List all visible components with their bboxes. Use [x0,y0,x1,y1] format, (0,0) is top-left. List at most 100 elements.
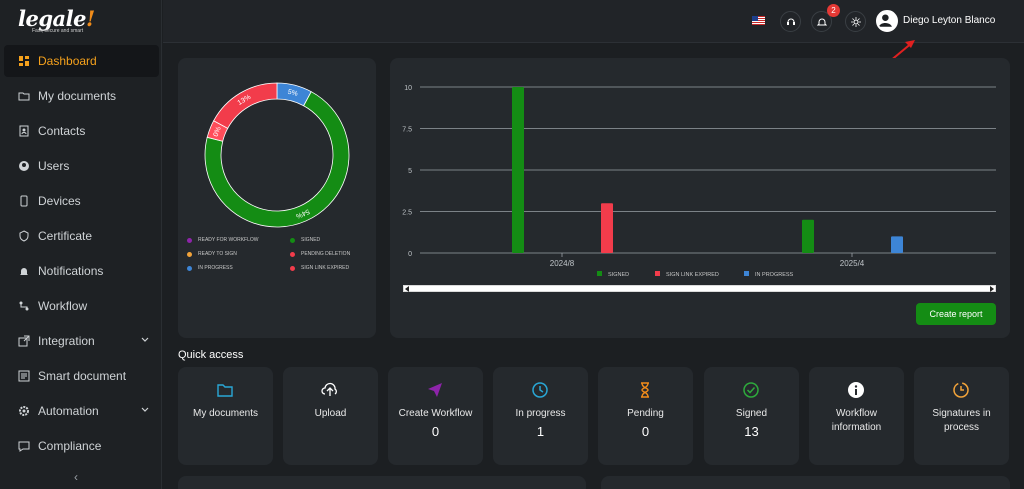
bar[interactable] [802,219,814,253]
y-tick-label: 0 [408,251,412,258]
legend-label: PENDING DELETION [301,251,351,257]
notifications-button[interactable] [811,11,832,32]
sidebar-item-label: Contacts [38,124,86,138]
folder-icon [217,384,233,397]
legend-item[interactable]: IN PROGRESS [187,265,233,271]
x-tick-label: 2025/4 [840,259,865,268]
legend-dot [290,265,295,271]
logo[interactable]: legale! Fast, secure and smart [18,6,95,34]
workflow-icon [18,300,30,312]
link-icon [18,335,30,347]
sidebar-item-label: Dashboard [38,54,97,68]
sidebar-item-notifications[interactable]: Notifications [4,255,159,287]
quick-access-label: Signatures in process [932,408,991,433]
sidebar-item-users[interactable]: Users [4,150,159,182]
user-avatar-icon [878,14,892,27]
bar[interactable] [512,87,524,253]
sidebar-item-label: Compliance [38,439,102,453]
dashboard-icon [18,55,30,67]
logo-mark-icon: ! [85,6,95,31]
sidebar-nav: Dashboard My documents Contacts Users De… [4,45,159,465]
scroll-left-icon[interactable] [405,286,409,292]
chevron-down-icon[interactable] [141,336,149,344]
sidebar-item-automation[interactable]: Automation [4,395,159,427]
sidebar-item-workflow[interactable]: Workflow [4,290,159,322]
avatar[interactable] [876,10,898,32]
legend-item[interactable]: PENDING DELETION [290,251,350,257]
quick-access-signatures-in-process[interactable]: Signatures in process [914,367,1009,465]
bottom-panel-left [178,476,586,489]
quick-access-upload[interactable]: Upload [283,367,378,465]
headset-icon [786,18,795,25]
us-flag-icon[interactable] [752,16,765,25]
chevron-down-icon[interactable] [141,406,149,414]
sidebar-item-devices[interactable]: Devices [4,185,159,217]
quick-access-count: 0 [431,424,440,439]
user-icon [18,160,30,172]
sidebar-item-label: Certificate [38,229,93,243]
sidebar-item-label: Devices [38,194,81,208]
legend-label: READY TO SIGN [198,251,237,257]
legend-item[interactable]: READY FOR WORKFLOW [187,237,258,243]
sidebar-item-compliance[interactable]: Compliance [4,430,159,462]
quick-access-count: 13 [744,424,759,439]
support-button[interactable] [780,11,801,32]
quick-access-in-progress[interactable]: In progress 1 [493,367,588,465]
cloud-upload-icon [321,382,337,396]
quick-access-my-documents[interactable]: My documents [178,367,273,465]
sidebar-item-dashboard[interactable]: Dashboard [4,45,159,77]
legend-label[interactable]: IN PROGRESS [755,272,794,278]
quick-access-pending[interactable]: Pending 0 [598,367,693,465]
scroll-right-icon[interactable] [990,286,994,292]
sidebar-collapse-button[interactable]: ‹ [74,470,78,484]
legend-swatch[interactable] [744,271,749,276]
y-tick-label: 5 [408,168,412,175]
user-name[interactable]: Diego Leyton Blanco [903,15,996,26]
bar[interactable] [891,236,903,253]
bar[interactable] [601,203,613,253]
sidebar-item-label: Automation [38,404,99,418]
quick-access-create-workflow[interactable]: Create Workflow 0 [388,367,483,465]
logo-text: legale [18,6,86,31]
sidebar-item-my-documents[interactable]: My documents [4,80,159,112]
chart-scrollbar[interactable] [403,285,996,292]
status-donut-chart: 5%54%0%13% [204,82,350,228]
send-icon [428,383,442,397]
top-header: 2 Diego Leyton Blanco [163,0,1024,43]
sidebar-item-label: Smart document [38,369,127,383]
quick-access-count: 1 [536,424,545,439]
legend-dot [290,237,295,243]
sidebar-item-label: Users [38,159,70,173]
legend-swatch[interactable] [597,271,602,276]
legend-swatch[interactable] [655,271,660,276]
create-report-button[interactable]: Create report [916,303,996,325]
sidebar-item-certificate[interactable]: Certificate [4,220,159,252]
sidebar-item-contacts[interactable]: Contacts [4,115,159,147]
legend-label: SIGN LINK EXPIRED [301,265,350,271]
legend-dot [187,237,192,243]
gear-icon [18,405,30,417]
legend-label: SIGNED [301,237,321,243]
quick-access-signed[interactable]: Signed 13 [704,367,799,465]
donut-slice[interactable] [204,91,350,228]
legend-item[interactable]: SIGN LINK EXPIRED [290,265,349,271]
donut-slice[interactable] [213,82,278,129]
clock-icon [532,382,548,398]
info-icon [848,382,864,398]
sidebar-item-smart-document[interactable]: Smart document [4,360,159,392]
sidebar-item-integration[interactable]: Integration [4,325,159,357]
legend-label[interactable]: SIGNED [608,272,629,278]
quick-access-label: Create Workflow [398,408,473,419]
theme-toggle-button[interactable] [845,11,866,32]
bell-icon [18,265,30,277]
legend-dot [187,251,192,257]
quick-access-label: Upload [314,408,347,419]
legend-item[interactable]: SIGNED [290,237,320,243]
quick-access-label: My documents [192,408,259,419]
quick-access-workflow-information[interactable]: Workflow information [809,367,904,465]
sidebar-item-label: My documents [38,89,117,103]
legend-item[interactable]: READY TO SIGN [187,251,237,257]
legend-label[interactable]: SIGN LINK EXPIRED [666,272,719,278]
folder-icon [18,90,30,102]
